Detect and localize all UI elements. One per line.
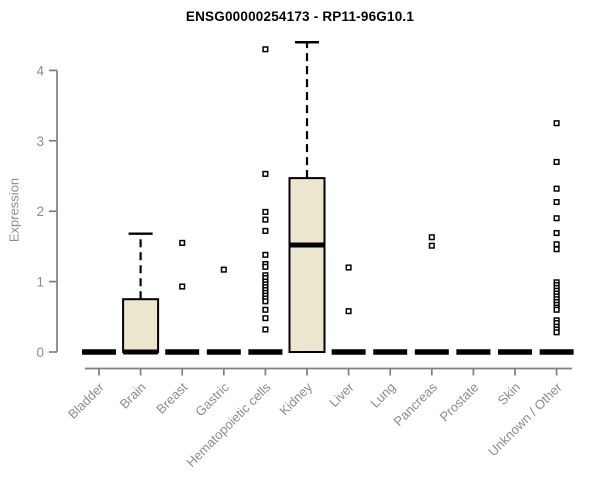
zero-bar-pancreas — [414, 349, 449, 355]
outlier-point-hematopoietic-cells — [262, 315, 269, 322]
x-category-label-skin: Skin — [495, 380, 523, 408]
outlier-point-hematopoietic-cells — [262, 251, 269, 258]
x-category-label-bladder: Bladder — [65, 379, 108, 422]
outlier-point-hematopoietic-cells — [262, 298, 269, 305]
zero-bar-prostate — [456, 349, 491, 355]
outlier-point-hematopoietic-cells — [262, 208, 269, 215]
zero-bar-unknown-other — [539, 349, 574, 355]
outlier-point-unknown-other — [553, 229, 560, 237]
outlier-point-hematopoietic-cells — [262, 326, 269, 333]
x-category-label-brain: Brain — [117, 380, 149, 412]
x-category-label-gastric: Gastric — [192, 379, 232, 419]
zero-bar-skin — [498, 349, 532, 355]
outlier-point-hematopoietic-cells — [262, 227, 269, 234]
zero-bar-breast — [165, 349, 200, 355]
outlier-point-gastric — [220, 266, 227, 273]
zero-bar-liver — [331, 349, 366, 355]
outlier-point-breast — [179, 239, 186, 246]
outlier-point-hematopoietic-cells — [262, 263, 269, 270]
box-brain — [122, 298, 160, 354]
x-category-label-kidney: Kidney — [276, 379, 315, 418]
outlier-point-liver — [345, 308, 352, 315]
outlier-point-unknown-other — [553, 120, 560, 127]
y-tick-label-3: 3 — [36, 134, 44, 149]
outlier-point-hematopoietic-cells — [262, 216, 269, 223]
zero-bar-bladder — [82, 349, 116, 355]
x-category-label-pancreas: Pancreas — [390, 379, 440, 429]
outlier-point-unknown-other — [553, 215, 560, 222]
outlier-point-unknown-other — [553, 158, 560, 165]
outlier-point-pancreas — [428, 234, 435, 241]
outlier-point-unknown-other — [553, 198, 560, 206]
zero-bar-hematopoietic-cells — [248, 349, 283, 355]
box-kidney — [288, 177, 326, 353]
outlier-point-unknown-other — [553, 185, 560, 192]
x-category-label-lung: Lung — [367, 380, 398, 411]
outlier-point-unknown-other — [553, 246, 560, 253]
y-tick-label-2: 2 — [36, 204, 44, 219]
zero-bar-gastric — [206, 349, 241, 355]
x-category-label-liver: Liver — [326, 379, 357, 410]
outlier-point-hematopoietic-cells — [262, 46, 269, 53]
outlier-point-pancreas — [428, 242, 435, 249]
outlier-point-unknown-other — [553, 241, 560, 248]
outlier-point-unknown-other — [553, 329, 560, 336]
outlier-point-hematopoietic-cells — [262, 170, 269, 177]
outlier-point-hematopoietic-cells — [262, 306, 269, 313]
outlier-point-liver — [345, 264, 352, 271]
x-category-label-unknown-other: Unknown / Other — [485, 379, 565, 459]
y-tick-label-1: 1 — [36, 275, 44, 290]
zero-bar-lung — [373, 349, 408, 355]
y-tick-label-4: 4 — [36, 63, 44, 78]
chart-title: ENSG00000254173 - RP11-96G10.1 — [185, 9, 415, 24]
y-tick-label-0: 0 — [36, 345, 44, 360]
x-category-label-prostate: Prostate — [437, 380, 482, 425]
x-category-label-breast: Breast — [153, 379, 190, 416]
outlier-point-unknown-other — [553, 306, 560, 313]
outlier-point-breast — [179, 283, 186, 290]
